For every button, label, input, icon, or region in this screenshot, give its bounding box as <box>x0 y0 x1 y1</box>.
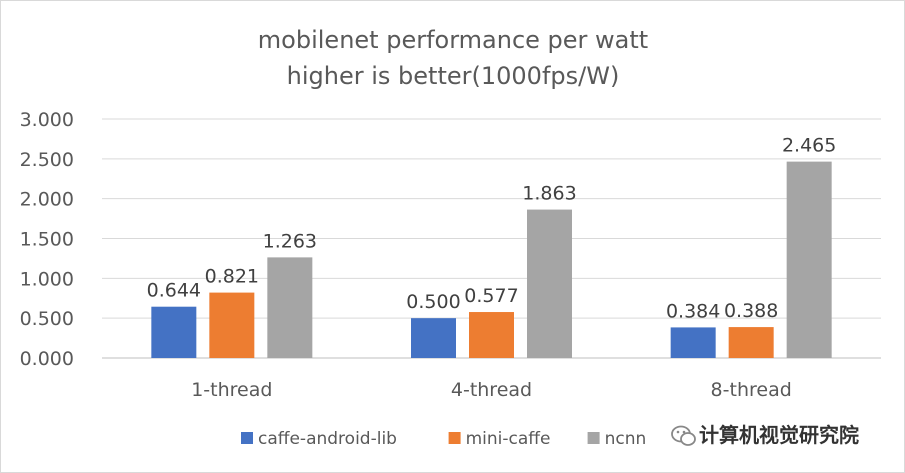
data-label: 0.384 <box>666 300 720 322</box>
y-axis: 0.000 0.500 1.000 1.500 2.000 2.500 3.000 <box>20 109 74 370</box>
data-label: 0.500 <box>406 291 460 313</box>
data-label: 0.577 <box>464 285 518 307</box>
bar <box>469 312 514 358</box>
bar <box>151 306 197 358</box>
bar <box>209 292 255 358</box>
y-tick-label: 0.500 <box>20 308 74 330</box>
y-tick-label: 2.500 <box>20 149 74 171</box>
bar <box>670 327 716 358</box>
legend-label: caffe-android-lib <box>258 429 397 449</box>
data-label: 2.465 <box>782 135 836 157</box>
x-tick-label: 8-thread <box>711 379 792 401</box>
x-tick-label: 4-thread <box>451 379 532 401</box>
y-tick-label: 0.000 <box>20 348 74 370</box>
bar <box>267 257 313 358</box>
y-tick-label: 3.000 <box>20 109 74 131</box>
legend-swatch <box>448 432 461 444</box>
chart-subtitle: higher is better(1000fps/W) <box>287 62 620 90</box>
watermark: 计算机视觉研究院 <box>671 423 859 447</box>
bar <box>527 209 572 358</box>
data-label: 0.821 <box>205 266 259 288</box>
legend-label: mini-caffe <box>466 429 551 449</box>
data-label: 1.263 <box>263 230 317 252</box>
bar <box>411 318 456 358</box>
x-tick-label: 1-thread <box>191 379 272 401</box>
legend: caffe-android-lib mini-caffe ncnn <box>241 429 646 449</box>
watermark-text: 计算机视觉研究院 <box>699 423 859 447</box>
y-tick-label: 2.000 <box>20 189 74 211</box>
data-label: 1.863 <box>522 183 576 205</box>
bar <box>728 327 774 358</box>
legend-swatch <box>241 432 253 444</box>
chart-title: mobilenet performance per watt <box>258 26 648 54</box>
y-tick-label: 1.000 <box>20 268 74 290</box>
x-axis: 1-thread 4-thread 8-thread <box>191 379 792 401</box>
data-label: 0.388 <box>724 300 778 322</box>
legend-label: ncnn <box>605 429 647 449</box>
y-tick-label: 1.500 <box>20 229 74 251</box>
bars <box>151 161 832 358</box>
legend-swatch <box>587 432 600 444</box>
data-label: 0.644 <box>147 280 201 302</box>
wechat-icon <box>671 425 696 446</box>
bar <box>786 161 832 358</box>
